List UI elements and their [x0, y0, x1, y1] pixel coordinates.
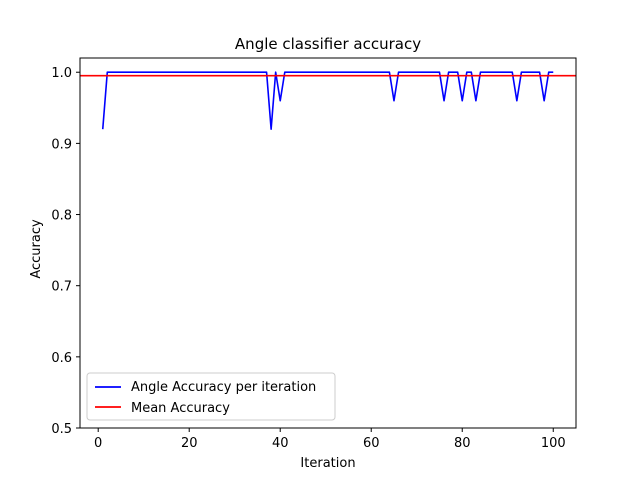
- legend-box: [86, 372, 336, 421]
- y-axis-label: Accuracy: [29, 219, 44, 279]
- x-tick-label: 80: [454, 436, 471, 451]
- y-tick-label: 0.7: [51, 280, 72, 295]
- x-tick-label: 100: [541, 436, 566, 451]
- x-tick-label: 20: [181, 436, 198, 451]
- x-tick-label: 60: [363, 436, 380, 451]
- y-tick-label: 0.8: [51, 209, 72, 224]
- series-line-angle-accuracy: [101, 71, 554, 130]
- y-tick-label: 0.5: [51, 422, 72, 437]
- plot-lines: [80, 71, 576, 130]
- x-tick-label: 0: [94, 436, 102, 451]
- plot-frame: [79, 57, 577, 429]
- chart-title: Angle classifier accuracy: [235, 35, 421, 53]
- x-tick-label: 40: [272, 436, 289, 451]
- y-tick-label: 0.6: [51, 351, 72, 366]
- ticks: 0 20 40 60 80 100 0.5 0.6 0.7 0.8 0.9 1.0: [51, 66, 565, 451]
- axes: [79, 57, 577, 429]
- legend: Angle Accuracy per iteration Mean Accura…: [86, 372, 336, 421]
- y-tick-label: 0.9: [51, 137, 72, 152]
- legend-label-series-2: Mean Accuracy: [131, 401, 230, 416]
- legend-label-series-1: Angle Accuracy per iteration: [131, 380, 316, 395]
- x-axis-label: Iteration: [300, 456, 355, 471]
- y-tick-label: 1.0: [51, 66, 72, 81]
